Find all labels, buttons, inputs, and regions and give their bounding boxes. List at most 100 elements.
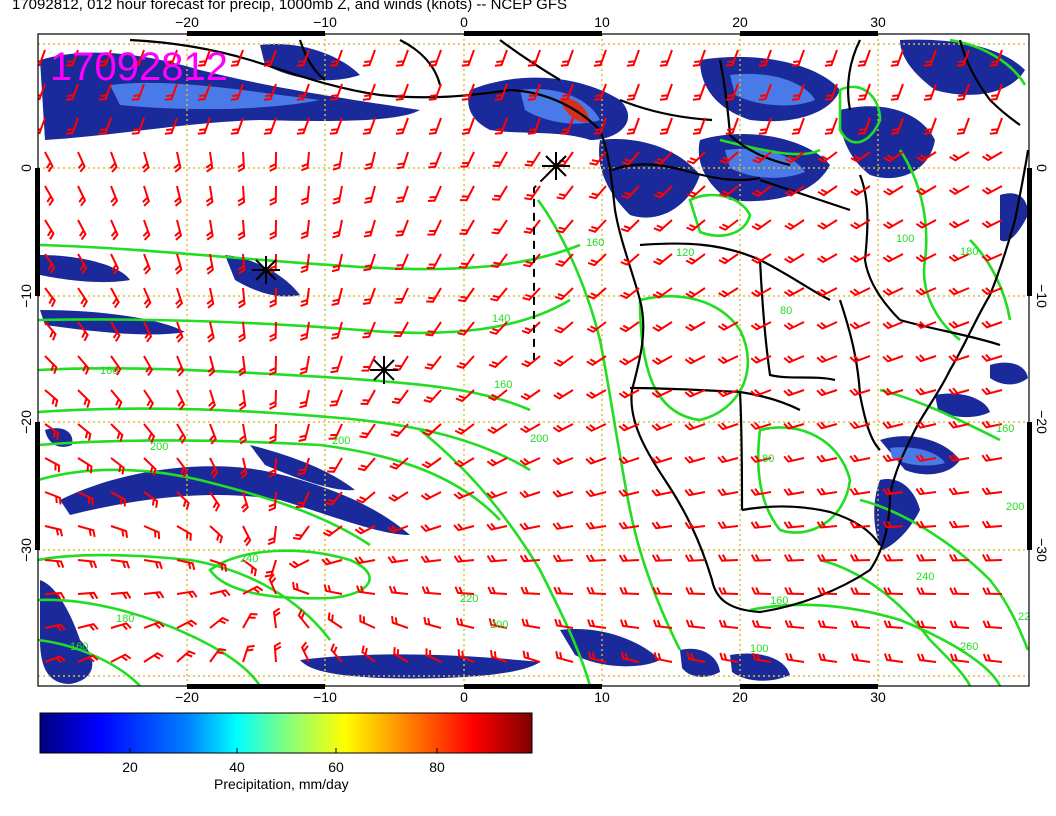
wind-barb — [44, 321, 57, 341]
wind-barb — [890, 117, 904, 135]
wind-barb — [717, 422, 739, 431]
wind-barb — [393, 647, 409, 663]
wind-barb — [143, 423, 156, 443]
wind-barb — [388, 491, 409, 502]
wind-barb — [916, 653, 937, 663]
wind-barb — [619, 619, 640, 629]
wind-barb — [143, 652, 164, 663]
wind-barb — [455, 617, 475, 629]
wind-barb — [519, 554, 541, 563]
contour-label: 240 — [240, 553, 258, 565]
wind-barb — [77, 389, 91, 408]
wind-barb — [750, 488, 772, 496]
wind-barb — [426, 287, 442, 303]
wind-barb — [981, 320, 1003, 329]
wind-barb — [395, 219, 409, 237]
wind-barb — [751, 619, 772, 629]
wind-barb — [207, 355, 216, 377]
wind-barb — [329, 117, 343, 135]
wind-barb — [619, 355, 640, 366]
colorbar-tick: 60 — [328, 759, 344, 775]
wind-barb — [519, 490, 541, 499]
wind-barb — [685, 287, 706, 299]
wind-barb — [490, 649, 508, 663]
wind-barb — [883, 587, 904, 595]
wind-barb — [205, 151, 214, 173]
wind-barb — [849, 253, 871, 263]
wind-barb — [717, 321, 739, 331]
wind-barb — [77, 654, 99, 663]
wind-barb — [110, 355, 122, 376]
wind-barb — [653, 253, 673, 266]
wind-barb — [456, 355, 475, 369]
contour-label: 200 — [490, 619, 508, 631]
wind-barb — [725, 117, 739, 135]
wind-barb — [552, 522, 574, 530]
wind-barb — [296, 117, 310, 135]
wind-barb — [923, 117, 937, 135]
wind-barb — [494, 117, 508, 135]
wind-barb — [989, 49, 1003, 67]
wind-barb — [332, 151, 343, 171]
wind-barb — [750, 554, 772, 562]
wind-barb — [751, 587, 772, 595]
wind-barb — [586, 586, 607, 595]
wind-barb — [176, 389, 186, 411]
wind-barb — [620, 651, 640, 663]
wind-barb — [131, 83, 145, 101]
wind-barb — [77, 287, 88, 308]
wind-barb — [618, 456, 640, 465]
wind-barb — [593, 83, 607, 101]
wind-barb — [237, 253, 246, 275]
wind-barb — [685, 586, 706, 595]
wind-barb — [77, 321, 89, 342]
wind-barb — [242, 559, 257, 577]
wind-barb — [110, 491, 127, 507]
wind-barb — [325, 491, 343, 506]
wind-barb — [458, 253, 475, 269]
wind-barb — [816, 253, 838, 264]
wind-barb — [330, 643, 343, 663]
wind-barb — [718, 619, 739, 629]
lat-labels-left: 0 −10 −20 −30 — [18, 164, 34, 562]
wind-barb — [363, 219, 376, 238]
wind-barb — [554, 321, 574, 334]
wind-barb — [269, 287, 277, 308]
wind-barb — [751, 185, 772, 198]
wind-barb — [269, 219, 277, 240]
wind-barb — [425, 321, 442, 337]
wind-barb — [915, 454, 937, 462]
wind-barb — [44, 219, 55, 240]
lon-label: 20 — [732, 689, 748, 705]
wind-barb — [717, 389, 739, 398]
wind-barb — [784, 619, 805, 629]
wind-barb — [784, 219, 805, 231]
map-title: 17092812, 012 hour forecast for precip, … — [12, 0, 567, 13]
wind-barb — [389, 457, 409, 470]
lat-label: −20 — [1034, 410, 1050, 434]
contour-label: 160 — [70, 641, 88, 653]
wind-barb — [176, 355, 185, 377]
wind-barb — [264, 559, 277, 578]
wind-barb — [989, 83, 1003, 101]
wind-barb — [758, 117, 772, 135]
wind-barb — [817, 219, 838, 230]
wind-barb — [364, 151, 376, 170]
wind-barb — [77, 253, 88, 274]
wind-barb — [453, 491, 475, 500]
wind-barb — [423, 389, 442, 404]
wind-barb — [651, 488, 673, 497]
wind-barb — [142, 185, 151, 207]
wind-barb — [327, 457, 343, 473]
wind-barb — [423, 616, 442, 629]
wind-barb — [524, 185, 541, 201]
wind-barb — [718, 287, 739, 298]
wind-barb — [850, 151, 871, 163]
wind-barb — [458, 287, 475, 303]
wind-barb — [783, 554, 805, 562]
wind-barb — [783, 487, 805, 496]
wind-barb — [109, 151, 118, 173]
wind-barb — [292, 525, 310, 541]
wind-barb — [359, 423, 376, 439]
wind-barb — [44, 559, 65, 569]
